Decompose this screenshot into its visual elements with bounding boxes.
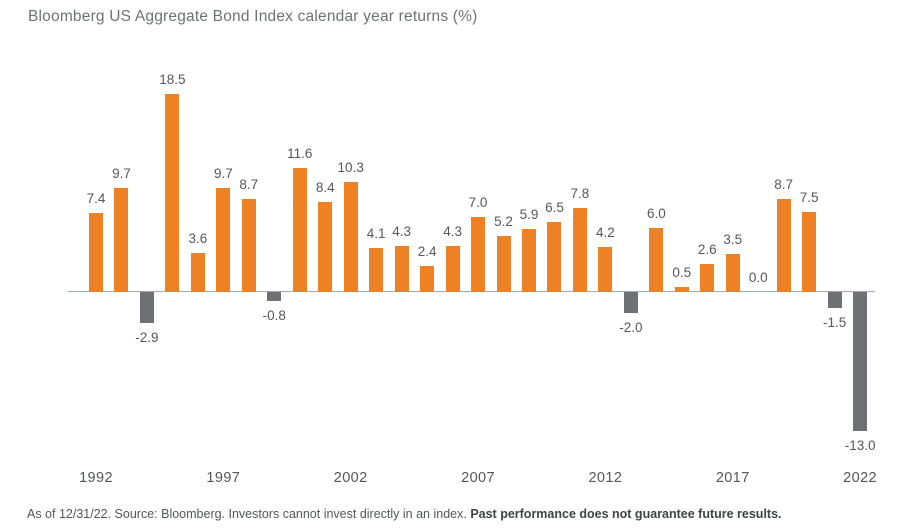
chart-title: Bloomberg US Aggregate Bond Index calend… [28,8,478,25]
bar-value-label-1993: 9.7 [112,166,131,182]
bar-value-label-2019: 8.7 [774,176,794,192]
bar-value-label-2017: 3.5 [723,232,743,248]
bar-2009 [521,228,536,292]
bar-value-label-2013: -2.0 [619,320,643,336]
bar-value-label-2009: 5.9 [519,206,539,222]
bar-value-label-1998: 8.7 [239,176,259,192]
footnote-bold-text: Past performance does not guarantee futu… [470,507,782,521]
bar-value-label-2004: 4.3 [392,223,412,239]
bar-value-label-2021: -1.5 [822,315,847,331]
bar-2003 [369,248,384,292]
bar-value-label-2005: 2.4 [417,244,437,260]
bar-2017 [725,254,740,292]
bar-1996 [190,253,205,292]
bar-2020 [802,211,817,292]
bar-2013 [623,292,638,314]
bar-2019 [776,198,791,292]
bar-value-label-2014: 6.0 [646,205,666,221]
bar-value-label-2007: 7.0 [468,194,488,210]
x-tick-label-2007: 2007 [461,470,495,486]
bar-value-label-2020: 7.5 [799,189,819,205]
bar-value-label-2011: 7.8 [570,186,590,202]
bar-value-label-1999: -0.8 [262,307,286,323]
bar-2011 [572,208,587,292]
bar-2000 [292,167,307,292]
bar-value-label-2010: 6.5 [545,200,564,216]
bar-1994 [139,292,154,324]
bar-2010 [547,222,562,292]
bar-value-label-2016: 2.6 [697,242,717,258]
bar-2007 [471,216,486,292]
x-tick-label-2022: 2022 [843,470,878,486]
bar-value-label-1995: 18.5 [159,71,186,87]
bar-2001 [318,201,333,292]
bar-value-label-1996: 3.6 [188,231,208,247]
bar-2016 [700,264,715,292]
bar-value-label-2006: 4.3 [443,223,462,239]
bar-2012 [598,246,613,292]
bar-2008 [496,236,511,292]
footnote-text: As of 12/31/22. Source: Bloomberg. Inves… [27,507,471,521]
bar-2015 [674,286,689,292]
bar-value-label-2012: 4.2 [596,224,615,240]
footnote: As of 12/31/22. Source: Bloomberg. Inves… [27,507,782,521]
x-tick-label-1992: 1992 [79,470,113,486]
bar-value-label-2015: 0.5 [672,264,692,280]
bar-value-label-1997: 9.7 [213,166,233,182]
bar-value-label-2018: 0.0 [748,270,768,285]
x-tick-label-1997: 1997 [206,470,241,486]
bar-1995 [165,93,180,292]
bar-2005 [420,266,435,292]
bar-2002 [343,181,358,292]
bar-2014 [649,227,664,292]
bar-2004 [394,245,409,292]
x-tick-label-2002: 2002 [333,470,368,486]
bar-value-label-2001: 8.4 [315,179,335,195]
bar-2021 [827,292,842,309]
bar-2006 [445,245,460,292]
bar-value-label-2008: 5.2 [494,214,513,230]
bar-1998 [241,198,256,292]
bar-value-label-2002: 10.3 [337,159,364,175]
bar-1992 [89,212,103,292]
x-tick-label-2012: 2012 [588,470,623,486]
bar-value-label-2000: 11.6 [287,145,313,161]
bar-value-label-2022: -13.0 [844,438,876,454]
bar-1999 [267,292,282,301]
bar-2022 [853,292,868,432]
x-tick-label-2017: 2017 [715,470,750,486]
bar-value-label-2003: 4.1 [366,226,386,242]
bar-1993 [114,188,129,292]
bar-value-label-1994: -2.9 [135,330,159,346]
bar-1997 [216,188,231,292]
bar-value-label-1992: 7.4 [86,190,106,206]
